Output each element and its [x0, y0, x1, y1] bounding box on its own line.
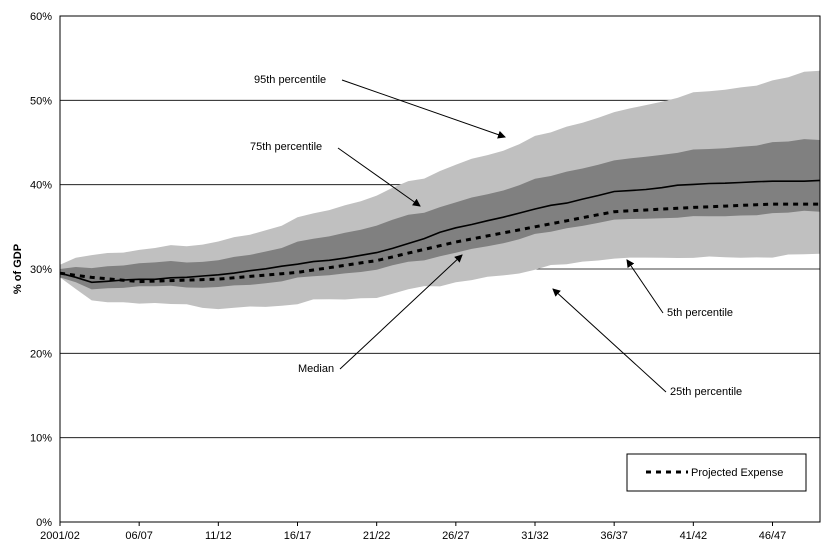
- x-tick-label: 46/47: [759, 530, 787, 542]
- y-tick-label: 60%: [30, 11, 52, 23]
- x-tick-label: 31/32: [521, 530, 549, 542]
- annotation-95th-arrow: [341, 79, 506, 139]
- x-tick-label: 21/22: [363, 530, 391, 542]
- percentile-bands: [60, 70, 820, 310]
- axes: [59, 15, 821, 523]
- annotation-median-arrow: [339, 254, 463, 370]
- y-tick-label: 10%: [30, 433, 52, 445]
- annotation-25th-percentile: 25th percentile: [670, 386, 742, 398]
- series-lines: [59, 179, 821, 284]
- x-tick-label: 06/07: [125, 530, 153, 542]
- y-tick-label: 50%: [30, 95, 52, 107]
- annotation-75th-arrow: [337, 147, 421, 207]
- plot-frame: [59, 15, 821, 523]
- projected-expense-line: [59, 202, 820, 284]
- y-tick-label: 30%: [30, 264, 52, 276]
- x-tick-label: 36/37: [600, 530, 628, 542]
- annotation-75th-percentile: 75th percentile: [250, 141, 322, 153]
- y-tick-labels: 0% 10% 20% 30% 40% 50% 60%: [30, 11, 52, 529]
- y-axis-label: % of GDP: [12, 244, 24, 294]
- legend-projected-label: Projected Expense: [691, 467, 783, 479]
- annotation-5th-percentile: 5th percentile: [667, 307, 733, 319]
- x-tick-label: 11/12: [205, 530, 232, 542]
- x-tick-label: 2001/02: [40, 530, 80, 542]
- annotation-25th-arrow: [552, 288, 667, 393]
- annotation-5th-arrow: [626, 259, 664, 314]
- band-5-95: [60, 70, 820, 310]
- annotation-median: Median: [298, 363, 334, 375]
- annotations: 95th percentile 75th percentile Median 5…: [250, 74, 742, 398]
- x-tick-label: 41/42: [680, 530, 708, 542]
- y-tick-label: 20%: [30, 348, 52, 360]
- x-tick-label: 26/27: [442, 530, 470, 542]
- legend: Projected Expense: [626, 453, 807, 492]
- x-tick-label: 16/17: [284, 530, 312, 542]
- band-25-75: [60, 139, 820, 290]
- y-tick-label: 0%: [36, 517, 52, 529]
- x-tick-labels: 2001/02 06/07 11/12 16/17 21/22 26/27 31/32 36/…: [40, 522, 786, 542]
- y-tick-label: 40%: [30, 180, 52, 192]
- median-line: [59, 179, 821, 284]
- annotation-95th-percentile: 95th percentile: [254, 74, 326, 86]
